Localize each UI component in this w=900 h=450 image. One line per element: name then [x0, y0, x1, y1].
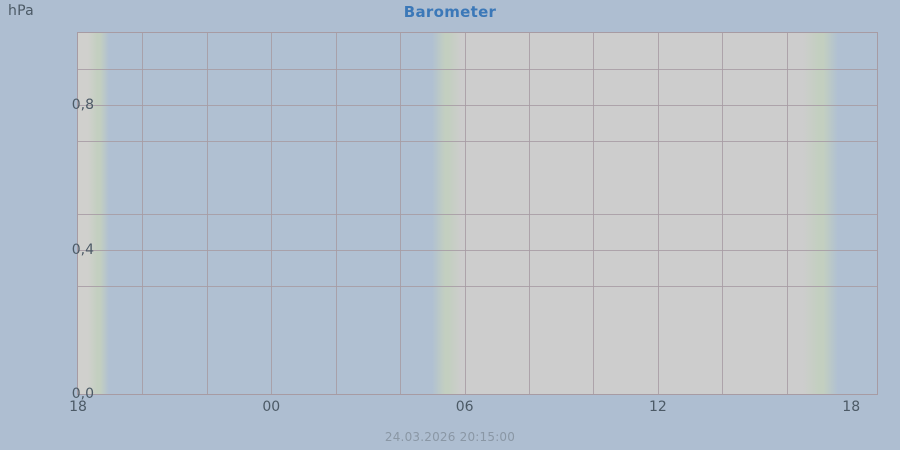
x-axis-tick-label: 18 [69, 399, 87, 415]
y-axis-unit-label: hPa [8, 3, 34, 19]
band-day [78, 33, 88, 394]
band-dusk [432, 33, 462, 394]
band-night [108, 33, 433, 394]
y-axis-tick-label: 0,8 [71, 97, 94, 114]
x-axis-tick-label: 12 [648, 399, 667, 415]
band-night [838, 33, 877, 394]
band-dawn [802, 33, 839, 394]
band-dawn [87, 33, 109, 394]
day-night-bands [78, 33, 877, 394]
footer-timestamp: 24.03.2026 20:15:00 [384, 430, 516, 444]
page-title: Barometer [403, 3, 497, 21]
band-day [461, 33, 803, 394]
x-axis-tick-label: 06 [455, 399, 474, 415]
y-axis-tick-label: 0,0 [71, 386, 94, 402]
y-axis-tick-label: 0,4 [71, 241, 94, 258]
x-axis-tick-label: 18 [842, 399, 861, 415]
x-axis-tick-label: 00 [262, 399, 281, 415]
plot-area [77, 32, 878, 395]
